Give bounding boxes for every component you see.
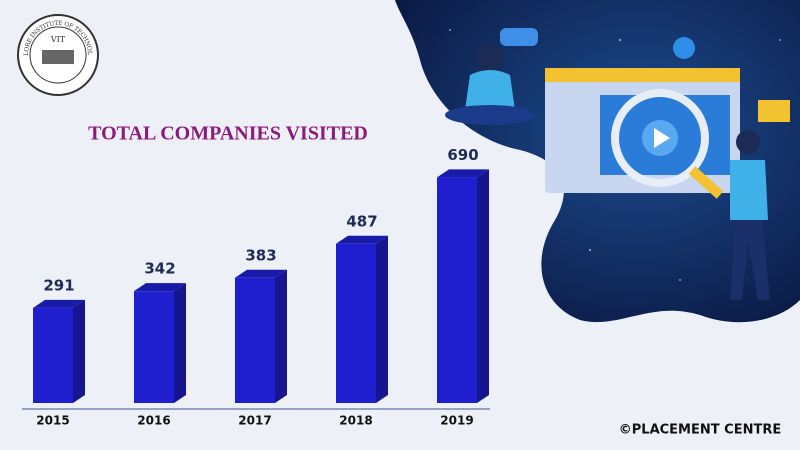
bar-top	[33, 299, 85, 308]
value-label: 383	[245, 246, 276, 264]
bar-side	[376, 235, 388, 403]
value-label: 487	[346, 212, 377, 230]
bar-side	[275, 269, 287, 403]
x-tick-label: 2016	[137, 414, 170, 428]
bar-top	[437, 169, 489, 178]
bar-side	[477, 169, 489, 403]
value-label: 690	[447, 146, 478, 164]
bar	[437, 177, 477, 403]
bars: 291 2015 342 2016 383 2017 487 2018 690 2019	[33, 146, 489, 428]
x-tick-label: 2018	[339, 414, 372, 428]
chart-title: TOTAL COMPANIES VISITED	[88, 123, 368, 145]
x-tick-label: 2017	[238, 414, 271, 428]
bar-top	[235, 269, 287, 278]
bar	[134, 291, 174, 403]
bar-top	[336, 235, 388, 244]
bar-side	[174, 283, 186, 403]
illustration	[445, 28, 790, 300]
value-label: 291	[43, 276, 74, 294]
bar	[235, 277, 275, 403]
bar	[336, 243, 376, 403]
x-tick-label: 2015	[36, 414, 69, 428]
x-tick-label: 2019	[440, 414, 473, 428]
footer: ©PLACEMENT CENTRE	[619, 423, 781, 438]
logo-abbr: VIT	[50, 35, 66, 44]
bar	[33, 307, 73, 403]
value-label: 342	[144, 260, 175, 278]
bar-side	[73, 299, 85, 403]
bar-top	[134, 283, 186, 292]
